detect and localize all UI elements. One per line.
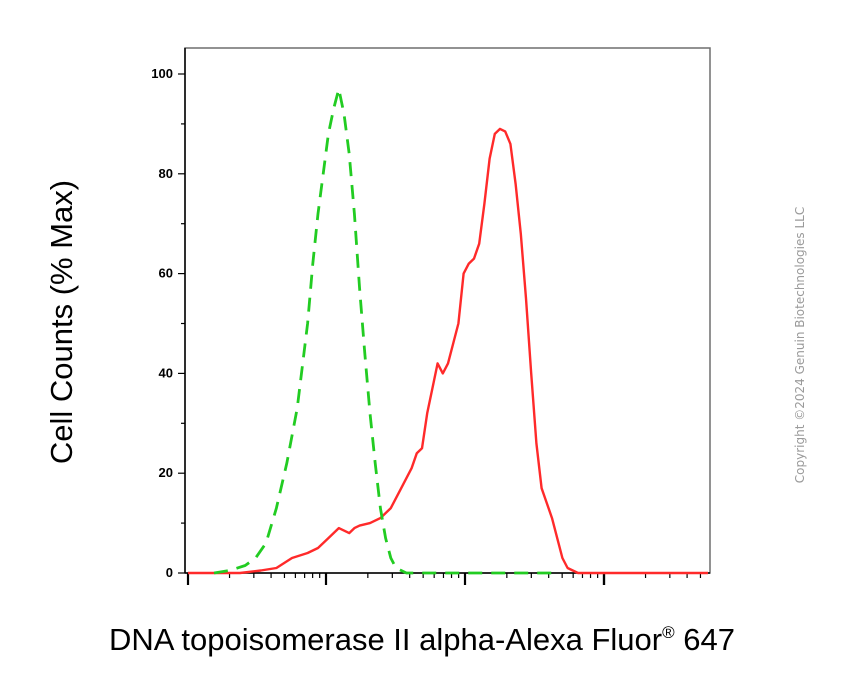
x-axis-ticks	[186, 573, 702, 585]
y-tick-label: 60	[159, 266, 173, 281]
y-axis-title: Cell Counts (% Max)	[44, 180, 79, 464]
registered-mark: ®	[662, 623, 675, 642]
copyright-text: Copyright ©2024 Genuin Biotechnologies L…	[793, 206, 807, 484]
y-tick-label: 0	[166, 565, 173, 580]
plot-frame	[184, 47, 711, 574]
x-axis-title-text: DNA topoisomerase II alpha-Alexa Fluor	[109, 622, 663, 657]
y-tick-label: 80	[159, 166, 173, 181]
y-tick-label: 40	[159, 365, 173, 380]
series-layer	[188, 87, 708, 575]
x-axis-title: DNA topoisomerase II alpha-Alexa Fluor® …	[0, 622, 844, 658]
y-tick-label: 20	[159, 465, 173, 480]
x-axis-title-suffix: 647	[683, 622, 735, 657]
y-tick-label: 100	[151, 66, 173, 81]
y-axis-ticks: 0 20 40 60 80 100	[151, 66, 185, 580]
control-histogram-line	[213, 87, 552, 575]
sample-histogram-line	[188, 127, 708, 575]
